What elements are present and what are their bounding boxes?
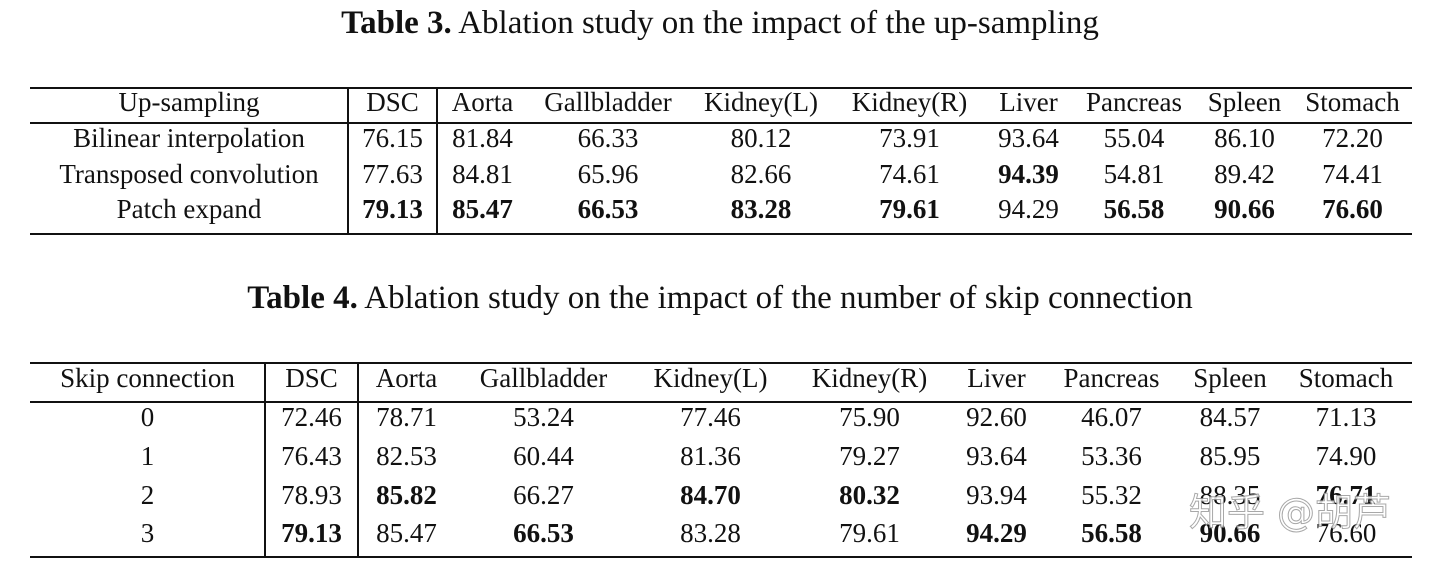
row-label: Transposed convolution <box>59 159 319 189</box>
table-cell: 66.27 <box>513 480 574 510</box>
table-cell: 83.28 <box>731 194 792 224</box>
table-cell: 84.70 <box>680 480 741 510</box>
row-label: Patch expand <box>117 194 262 224</box>
table-cell: 78.93 <box>281 480 342 510</box>
table-cell: 89.42 <box>1214 159 1275 189</box>
table-cell: 77.46 <box>680 402 741 432</box>
header-cell: Spleen <box>1208 87 1282 117</box>
table-cell: 88.35 <box>1200 480 1261 510</box>
table-cell: 84.57 <box>1200 402 1261 432</box>
table-cell: 85.47 <box>376 518 437 548</box>
watermark: 知乎 @胡芦 <box>1189 491 1391 535</box>
table-cell: 80.12 <box>731 123 792 153</box>
table-cell: 85.95 <box>1200 441 1261 471</box>
table-cell: 74.41 <box>1322 159 1383 189</box>
table-cell: 79.61 <box>879 194 940 224</box>
header-cell: Liver <box>967 363 1025 393</box>
table-cell: 90.66 <box>1214 194 1275 224</box>
table-cell: 56.58 <box>1104 194 1165 224</box>
table-cell: 79.61 <box>839 518 900 548</box>
table-cell: 90.66 <box>1200 518 1261 548</box>
table-cell: 56.58 <box>1081 518 1142 548</box>
table-cell: 72.20 <box>1322 123 1383 153</box>
table-cell: 93.64 <box>966 441 1027 471</box>
table-cell: 46.07 <box>1081 402 1142 432</box>
table-cell: 93.64 <box>998 123 1059 153</box>
table-cell: 73.91 <box>879 123 940 153</box>
table-cell: 79.13 <box>281 518 342 548</box>
table-cell: 54.81 <box>1104 159 1165 189</box>
table-cell: 76.43 <box>281 441 342 471</box>
row-label: 3 <box>141 518 155 548</box>
header-cell: Kidney(R) <box>812 363 927 393</box>
header-cell: Gallbladder <box>480 363 607 393</box>
table-cell: 80.32 <box>839 480 900 510</box>
table-cell: 55.32 <box>1081 480 1142 510</box>
table-cell: 55.04 <box>1104 123 1165 153</box>
header-cell: DSC <box>285 363 338 393</box>
table-cell: 74.90 <box>1316 441 1377 471</box>
table-cell: 94.29 <box>998 194 1059 224</box>
table-cell: 94.39 <box>998 159 1059 189</box>
table-cell: 92.60 <box>966 402 1027 432</box>
header-cell: Gallbladder <box>544 87 671 117</box>
header-cell: DSC <box>366 87 419 117</box>
header-cell: Pancreas <box>1086 87 1182 117</box>
table-cell: 79.27 <box>839 441 900 471</box>
header-cell: Kidney(L) <box>654 363 768 393</box>
table-caption: Table 3. Ablation study on the impact of… <box>341 5 1099 41</box>
row-label: Bilinear interpolation <box>73 123 305 153</box>
table-cell: 65.96 <box>578 159 639 189</box>
table-cell: 82.53 <box>376 441 437 471</box>
table-cell: 74.61 <box>879 159 940 189</box>
caption-text: Ablation study on the impact of the up-s… <box>458 5 1099 41</box>
header-cell: Pancreas <box>1064 363 1160 393</box>
table-cell: 53.24 <box>513 402 574 432</box>
table-cell: 71.13 <box>1316 402 1377 432</box>
table-cell: 78.71 <box>376 402 437 432</box>
header-cell: Spleen <box>1193 363 1267 393</box>
table-cell: 76.15 <box>362 123 423 153</box>
header-cell: Stomach <box>1305 87 1400 117</box>
table-cell: 82.66 <box>731 159 792 189</box>
header-cell: Liver <box>999 87 1057 117</box>
table-cell: 75.90 <box>839 402 900 432</box>
header-cell: Skip connection <box>60 363 235 393</box>
header-cell: Kidney(R) <box>852 87 967 117</box>
table-cell: 76.60 <box>1322 194 1383 224</box>
table-label: Table 4. <box>247 280 358 316</box>
row-label: 2 <box>141 480 155 510</box>
table-cell: 76.71 <box>1316 480 1377 510</box>
table-cell: 79.13 <box>362 194 423 224</box>
header-cell: Aorta <box>376 363 437 393</box>
table-label: Table 3. <box>341 5 452 41</box>
header-cell: Up-sampling <box>119 87 260 117</box>
table-cell: 93.94 <box>966 480 1027 510</box>
table-cell: 66.53 <box>513 518 574 548</box>
header-cell: Kidney(L) <box>704 87 818 117</box>
table-cell: 53.36 <box>1081 441 1142 471</box>
table-cell: 94.29 <box>966 518 1027 548</box>
table-cell: 66.53 <box>578 194 639 224</box>
table-caption: Table 4. Ablation study on the impact of… <box>247 280 1193 316</box>
table-cell: 85.47 <box>452 194 513 224</box>
row-label: 1 <box>141 441 155 471</box>
table-cell: 77.63 <box>362 159 423 189</box>
table-cell: 84.81 <box>452 159 513 189</box>
header-cell: Aorta <box>452 87 513 117</box>
table-cell: 81.36 <box>680 441 741 471</box>
header-cell: Stomach <box>1299 363 1394 393</box>
table-cell: 85.82 <box>376 480 437 510</box>
table-cell: 81.84 <box>452 123 513 153</box>
table-cell: 86.10 <box>1214 123 1275 153</box>
table-cell: 76.60 <box>1316 518 1377 548</box>
table-cell: 60.44 <box>513 441 574 471</box>
row-label: 0 <box>141 402 155 432</box>
table-cell: 83.28 <box>680 518 741 548</box>
table-cell: 72.46 <box>281 402 342 432</box>
caption-text: Ablation study on the impact of the numb… <box>364 280 1193 316</box>
table-cell: 66.33 <box>578 123 639 153</box>
